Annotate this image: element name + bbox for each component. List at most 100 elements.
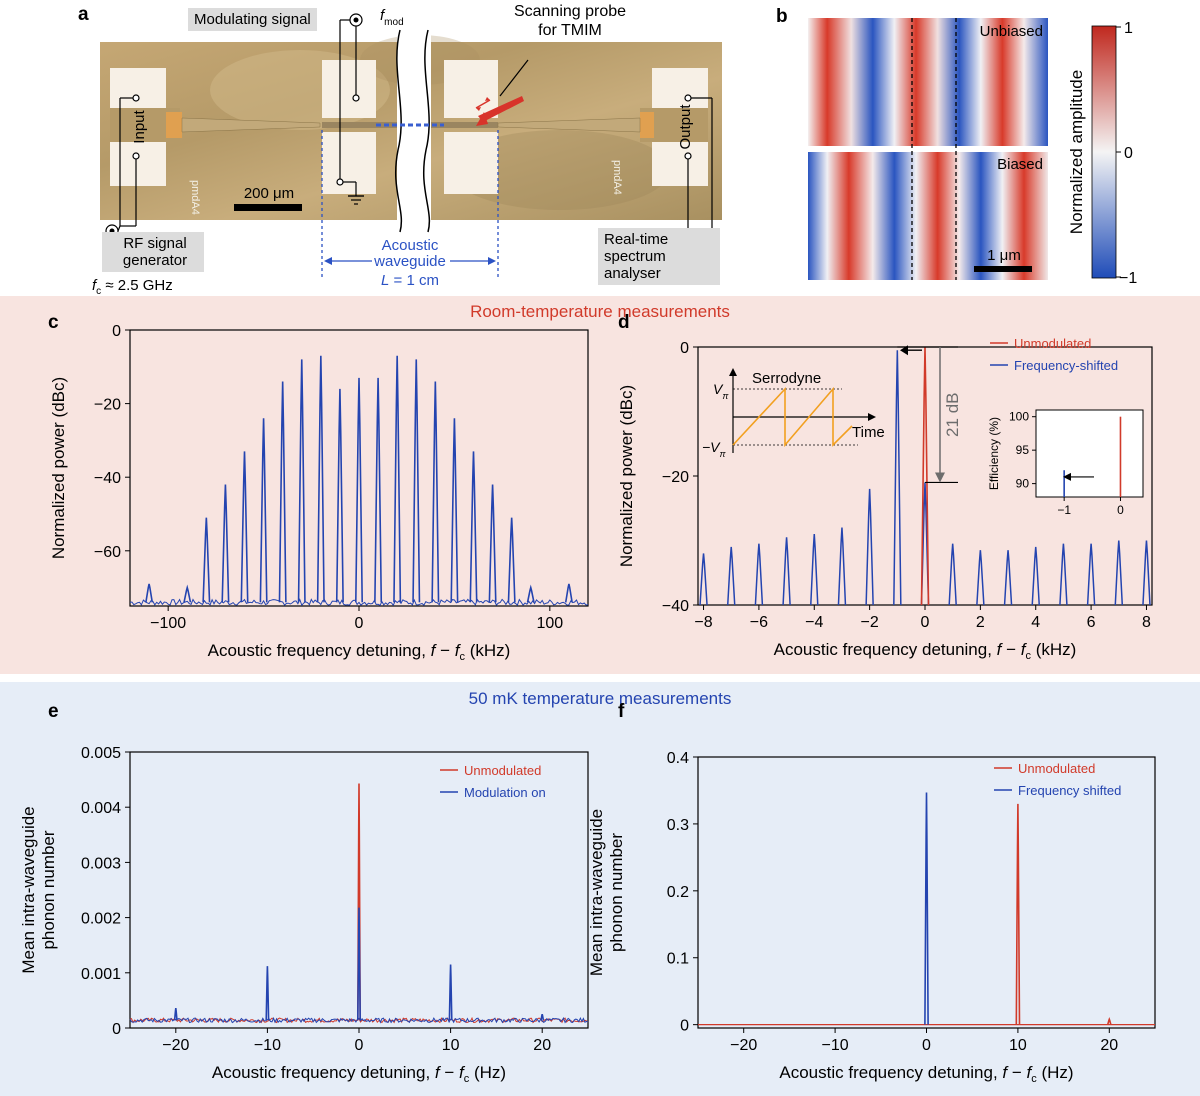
frequency-shifted-peak [1031,546,1040,606]
x-tick-label: −10 [254,1037,281,1054]
frequency-shifted-peak [865,488,874,606]
analyser-line3: analyser [604,265,661,282]
spectrum-peak [221,484,230,603]
frequency-shifted-peak [754,543,764,606]
scale-bar-200um [234,204,302,211]
x-tick-label: −6 [750,614,768,631]
panel-c-xlabel: Acoustic frequency detuning, f − fc (kHz… [208,641,511,663]
cryo-temperature-band [0,682,1200,1096]
spectrum-peak [412,359,421,603]
x-tick-label: 8 [1142,614,1151,631]
chip-marker-right: pmdA4 [611,160,623,195]
panel-c-axes: −100 0 100 0 −20 −40 −60 Acoustic frequency det… [48,312,589,663]
y-tick-label: −40 [662,598,689,615]
spectrum-peak [450,418,459,603]
room-band-title: Room-temperature measurements [470,302,730,321]
shift-arrowhead [900,345,908,356]
legend-entry: Unmodulated [1018,761,1095,776]
frequency-shifted-peak [924,792,929,1025]
scanning-probe-title: Scanning probe [514,3,626,20]
colorbar [1091,25,1117,279]
panel-f-ylabel-line2: phonon number [607,833,626,952]
x-tick-label: 0 [355,615,364,632]
colorbar-tick-max: 1 [1124,20,1133,37]
panel-b-label: b [776,6,788,27]
modulated-peak [265,966,270,1021]
frequency-shifted-peak [810,534,819,606]
sawtooth-waveform [732,386,853,448]
rf-generator-line1: RF signal [123,235,187,252]
modulated-noise-floor [129,1016,589,1024]
y-tick-label: 0.3 [667,817,689,834]
panel-c-ylabel: Normalized power (dBc) [49,377,68,559]
panel-e-ylabel-line1: Mean intra-waveguide [19,806,38,973]
frequency-shifted-peak [893,350,902,606]
frequency-shifted-peak [782,537,791,606]
scale-bar-200um-label: 200 μm [244,185,294,202]
efficiency-frame [1035,409,1144,498]
analyser-line2: spectrum [604,248,666,265]
scale-bar-1um-label: 1 μm [987,247,1021,264]
panel-d-ylabel: Normalized power (dBc) [617,385,636,567]
modulating-signal-callout: Modulating signal [188,8,317,31]
neg-vpi-label: −Vπ [702,439,727,459]
y-tick-label: 0.2 [667,884,689,901]
efficiency-y-tick-label: 95 [1016,443,1030,457]
spectrum-peak [145,583,154,603]
y-tick-label: 0 [680,340,689,357]
voltage-axis-arrow [729,368,737,376]
spectrum-peak [316,355,325,603]
x-tick-label: 10 [1009,1037,1027,1054]
unbiased-label: Unbiased [980,23,1043,40]
waveguide-length: L = 1 cm [381,272,439,289]
spectrum-peak [278,381,287,603]
x-tick-label: 0 [922,1037,931,1054]
carrier-frequency: fc ≈ 2.5 GHz [92,277,173,297]
y-tick-label: 0 [112,323,121,340]
panel-d-xlabel: Acoustic frequency detuning, f − fc (kHz… [774,640,1077,662]
y-tick-label: 0 [680,1018,689,1035]
x-tick-label: −2 [861,614,879,631]
efficiency-x-tick-label: 0 [1117,503,1124,517]
efficiency-x-tick-label: −1 [1057,503,1071,517]
frequency-shifted-peak [726,546,736,606]
spectrum-peak [564,583,573,603]
x-tick-label: 4 [1031,614,1040,631]
panel-c-label: c [48,312,59,333]
legend-entry: Frequency-shifted [1014,358,1118,373]
frequency-shifted-peak [699,553,708,606]
spectrum-peak [240,451,249,603]
x-tick-label: −20 [730,1037,757,1054]
annotation-arrowhead [935,472,945,483]
modulated-peak [173,1008,178,1021]
y-tick-label: −20 [94,397,121,414]
x-tick-label: −100 [150,615,186,632]
fmod-label: fmod [380,7,404,28]
annotation-21db: 21 dB [943,393,962,437]
spectrum-peak [507,517,516,603]
rf-generator-line2: generator [122,252,188,269]
y-tick-label: 0.005 [81,745,121,762]
tmim-biased-image [808,152,1048,280]
tmim-unbiased-image [808,18,1048,146]
scanning-probe-icon [478,96,524,122]
efficiency-inset: 100 95 90 −1 0 Efficiency (%) [987,409,1144,517]
y-tick-label: 0.1 [667,951,689,968]
output-pad-label: Output [677,104,694,150]
x-tick-label: −8 [694,614,712,631]
panel-e-xlabel: Acoustic frequency detuning, f − fc (Hz) [212,1063,506,1085]
frequency-shifted-peak [837,527,847,606]
frequency-shifted-peak [976,550,985,606]
spectrum-analyser-callout: Real-time spectrum analyser [598,228,720,285]
serrodyne-inset: Serrodyne Vπ −Vπ Time [702,368,885,459]
spectrum-peak [335,388,344,603]
unmodulated-peak [1106,1017,1112,1025]
noise-floor-line [129,598,589,607]
waveguide-label-line1: Acoustic [382,237,439,254]
y-tick-label: 0 [112,1021,121,1038]
rf-generator-callout: RF signal generator [102,232,204,272]
colorbar-title: Normalized amplitude [1067,70,1086,234]
spectrum-peak [297,359,306,603]
